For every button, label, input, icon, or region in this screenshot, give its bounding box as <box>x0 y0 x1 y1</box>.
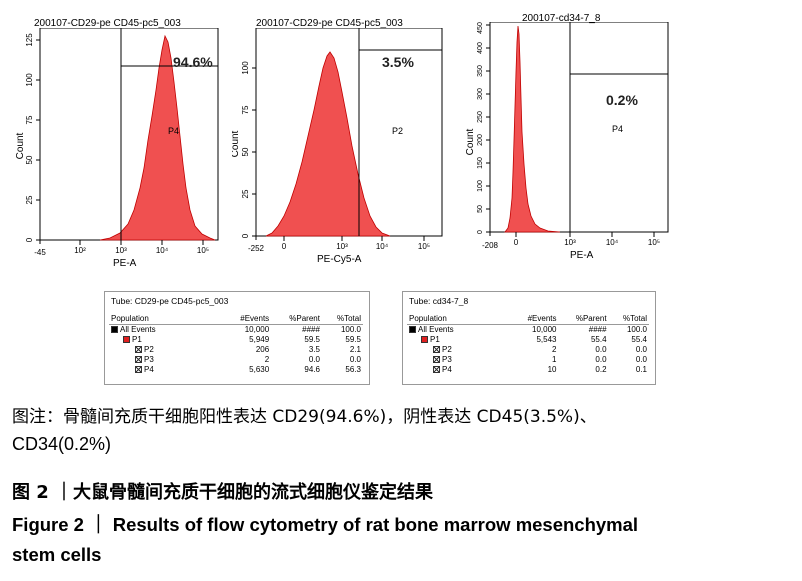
figure-title-cn: 图 2 ｜大鼠骨髓间充质干细胞的流式细胞仪鉴定结果 <box>12 482 434 503</box>
table-row: P3 1 0.0 0.0 <box>407 355 649 365</box>
statistics-table-1: Tube: CD29-pe CD45-pc5_003 Population #E… <box>104 291 370 385</box>
histogram-area <box>265 51 391 237</box>
y-tick: 200 <box>477 134 484 146</box>
plot1-title: 200107-CD29-pe CD45-pc5_003 <box>34 18 181 29</box>
x-tick: 10⁵ <box>418 242 430 251</box>
y-tick: 75 <box>241 105 250 114</box>
tube-label: Tube: CD29-pe CD45-pc5_003 <box>111 296 229 306</box>
header-total: %Total <box>321 314 363 325</box>
checkbox-icon <box>433 346 440 354</box>
all-events-square <box>409 326 416 334</box>
y-axis-label: Count <box>465 128 476 155</box>
x-axis-label: PE-A <box>113 258 137 268</box>
x-tick: -252 <box>248 244 265 253</box>
y-tick: 75 <box>25 115 34 124</box>
y-tick: 250 <box>477 111 484 123</box>
x-tick: 10⁴ <box>376 242 389 251</box>
population-table: Population #Events %Parent %Total All Ev… <box>109 314 363 375</box>
y-tick: 0 <box>241 233 250 238</box>
x-tick: 0 <box>514 238 519 247</box>
gate-label: P4 <box>168 126 179 136</box>
checkbox-icon <box>433 366 440 374</box>
y-tick: 150 <box>477 157 484 169</box>
plot2-title: 200107-CD29-pe CD45-pc5_003 <box>256 18 403 29</box>
plot3-title: 200107-cd34-7_8 <box>522 13 601 24</box>
histogram-area <box>504 25 561 233</box>
x-tick: 10³ <box>115 246 127 255</box>
all-events-square <box>111 326 118 334</box>
y-tick: 400 <box>477 42 484 54</box>
x-tick: 10⁴ <box>606 238 619 247</box>
y-tick: 0 <box>25 237 34 242</box>
table-row: P1 5,949 59.5 59.5 <box>109 335 363 345</box>
y-tick: 125 <box>25 33 34 47</box>
percent-label: 3.5% <box>382 54 414 70</box>
histogram-plot-1: 0 25 50 75 100 125 -45 10² 10³ 10⁴ 10⁵ P… <box>15 28 219 268</box>
y-axis-label: Count <box>232 130 241 157</box>
statistics-table-2: Tube: cd34-7_8 Population #Events %Paren… <box>402 291 656 385</box>
x-axis-label: PE-A <box>570 250 594 261</box>
table-row: All Events 10,000 #### 100.0 <box>109 325 363 336</box>
x-tick: 10² <box>74 246 86 255</box>
table-row: All Events 10,000 #### 100.0 <box>407 325 649 336</box>
y-tick: 50 <box>25 155 34 164</box>
y-tick: 450 <box>477 22 484 34</box>
y-tick: 50 <box>477 205 484 213</box>
population-table: Population #Events %Parent %Total All Ev… <box>407 314 649 375</box>
y-axis-label: Count <box>15 132 26 159</box>
table-row: P4 5,630 94.6 56.3 <box>109 365 363 375</box>
header-total: %Total <box>608 314 649 325</box>
x-tick: -45 <box>34 248 46 257</box>
x-tick: 10⁵ <box>197 246 209 255</box>
table-row: P2 206 3.5 2.1 <box>109 345 363 355</box>
y-tick: 100 <box>241 61 250 75</box>
table-row: P4 10 0.2 0.1 <box>407 365 649 375</box>
figure-title-en-line2: stem cells <box>12 544 102 565</box>
header-events: #Events <box>511 314 559 325</box>
percent-label: 94.6% <box>173 54 213 70</box>
x-tick: 10³ <box>336 242 348 251</box>
table-row: P1 5,543 55.4 55.4 <box>407 335 649 345</box>
checkbox-icon <box>135 356 142 364</box>
checkbox-icon <box>433 356 440 364</box>
header-population: Population <box>109 314 223 325</box>
tube-label: Tube: cd34-7_8 <box>409 296 469 306</box>
percent-label: 0.2% <box>606 92 638 108</box>
gate-label: P4 <box>612 124 623 134</box>
header-parent: %Parent <box>271 314 322 325</box>
p1-square <box>421 336 428 344</box>
y-tick: 50 <box>241 147 250 156</box>
y-tick: 350 <box>477 65 484 77</box>
table-row: P2 2 0.0 0.0 <box>407 345 649 355</box>
x-tick: 10³ <box>564 238 576 247</box>
histogram-area <box>99 34 216 241</box>
x-tick: -208 <box>482 241 499 250</box>
header-parent: %Parent <box>558 314 609 325</box>
x-axis-label: PE-Cy5-A <box>317 254 362 265</box>
x-tick: 10⁵ <box>648 238 660 247</box>
checkbox-icon <box>135 366 142 374</box>
y-tick: 100 <box>25 73 34 87</box>
y-tick: 25 <box>25 195 34 204</box>
x-tick: 10⁴ <box>156 246 169 255</box>
y-tick: 25 <box>241 189 250 198</box>
y-tick: 100 <box>477 180 484 192</box>
histogram-plot-3: 0 50 100 150 200 250 300 350 400 450 -20… <box>465 22 669 261</box>
figure-title-en-line1: Figure 2 ｜ Results of flow cytometry of … <box>12 514 639 535</box>
table-row: P3 2 0.0 0.0 <box>109 355 363 365</box>
p1-square <box>123 336 130 344</box>
figure-note-line2: CD34(0.2%) <box>12 434 112 454</box>
gate-label: P2 <box>392 126 403 136</box>
y-tick: 0 <box>477 230 484 234</box>
header-population: Population <box>407 314 511 325</box>
figure-note-line1: 图注：骨髓间充质干细胞阳性表达 CD29(94.6%)，阴性表达 CD45(3.… <box>12 407 597 427</box>
checkbox-icon <box>135 346 142 354</box>
histogram-plot-2: 0 25 50 75 100 -252 0 10³ 10⁴ 10⁵ P2 3.5… <box>232 28 443 265</box>
header-events: #Events <box>223 314 272 325</box>
x-tick: 0 <box>282 242 287 251</box>
y-tick: 300 <box>477 88 484 100</box>
